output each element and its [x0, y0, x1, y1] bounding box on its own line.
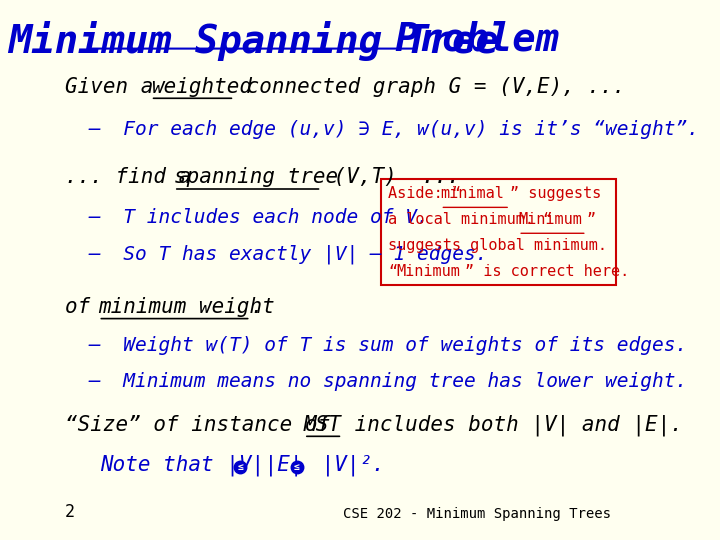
Text: “: “ [388, 264, 397, 279]
Text: –  Minimum means no spanning tree has lower weight.: – Minimum means no spanning tree has low… [88, 372, 687, 390]
Text: Aside: “: Aside: “ [388, 186, 461, 201]
Text: –  So T has exactly |V| – 1 edges.: – So T has exactly |V| – 1 edges. [88, 244, 487, 264]
Text: |V|².: |V|². [309, 455, 384, 476]
Text: spanning tree: spanning tree [174, 167, 338, 187]
Text: minimal: minimal [441, 186, 504, 201]
Text: Minimum: Minimum [518, 212, 582, 227]
Text: (V,T)  ...: (V,T) ... [321, 167, 460, 187]
Text: CSE 202 - Minimum Spanning Trees: CSE 202 - Minimum Spanning Trees [343, 507, 611, 521]
Text: a local minimum. “: a local minimum. “ [388, 212, 552, 227]
Text: ≤: ≤ [294, 462, 300, 471]
Text: |E|: |E| [252, 455, 315, 476]
Text: ≤: ≤ [237, 462, 243, 471]
Text: minimum weight: minimum weight [99, 297, 275, 317]
Text: Problem: Problem [372, 21, 559, 58]
Text: ... find a: ... find a [65, 167, 204, 187]
Text: of: of [65, 297, 103, 317]
Text: Minimum Spanning Tree: Minimum Spanning Tree [8, 21, 499, 60]
Text: –  For each edge (u,v) ∋ E, w(u,v) is it’s “weight”.: – For each edge (u,v) ∋ E, w(u,v) is it’… [88, 120, 699, 139]
Text: suggests global minimum.: suggests global minimum. [388, 238, 607, 253]
Text: –  Weight w(T) of T is sum of weights of its edges.: – Weight w(T) of T is sum of weights of … [88, 336, 687, 355]
Text: ” suggests: ” suggests [510, 186, 601, 201]
Text: –  T includes each node of V.: – T includes each node of V. [88, 208, 428, 227]
Text: ”: ” [587, 212, 596, 227]
Text: 2: 2 [65, 503, 75, 521]
FancyBboxPatch shape [381, 179, 616, 285]
Text: connected graph G = (V,E), ...: connected graph G = (V,E), ... [234, 77, 626, 97]
Text: Note that |V|: Note that |V| [99, 455, 276, 476]
Text: ” is correct here.: ” is correct here. [465, 264, 629, 279]
Text: MST: MST [304, 415, 342, 435]
Text: .: . [251, 297, 264, 317]
Text: weighted: weighted [150, 77, 252, 97]
Text: “Size” of instance of: “Size” of instance of [65, 415, 343, 435]
Text: includes both |V| and |E|.: includes both |V| and |E|. [342, 415, 683, 436]
Text: Given a: Given a [65, 77, 166, 97]
Text: Minimum: Minimum [397, 264, 461, 279]
